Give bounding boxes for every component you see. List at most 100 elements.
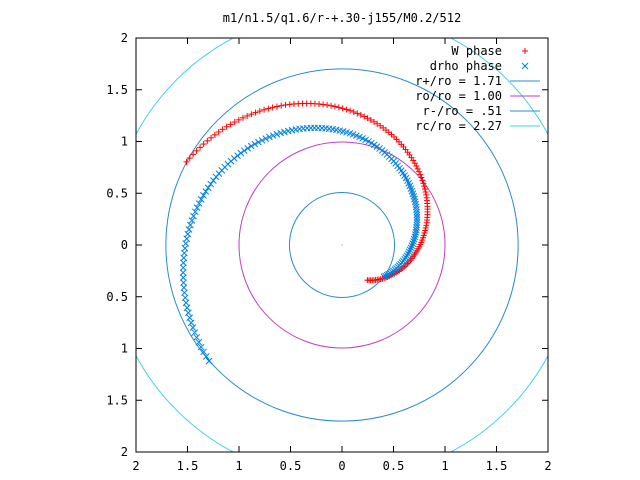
legend-label: r+/ro = 1.71 bbox=[415, 74, 502, 88]
drho-phase-point bbox=[413, 221, 421, 229]
x-tick-label: 1.5 bbox=[486, 459, 508, 473]
drho-phase-point bbox=[413, 216, 421, 224]
drho-phase-point bbox=[187, 319, 195, 327]
drho-phase-point bbox=[332, 126, 340, 134]
drho-phase-point bbox=[410, 193, 418, 200]
drho-phase-point bbox=[269, 132, 277, 139]
drho-phase-point bbox=[412, 200, 420, 208]
drho-phase-point bbox=[182, 299, 190, 307]
drho-phase-point bbox=[184, 230, 192, 238]
drho-phase-point bbox=[284, 127, 292, 135]
drho-phase-point bbox=[353, 132, 360, 140]
drho-phase-point bbox=[413, 224, 420, 231]
drho-phase-point bbox=[404, 250, 412, 258]
drho-phase-point bbox=[329, 125, 337, 133]
drho-phase-point bbox=[411, 233, 419, 241]
drho-phase-point bbox=[190, 212, 197, 220]
drho-phase-point bbox=[373, 143, 381, 150]
drho-phase-point bbox=[410, 238, 417, 245]
drho-phase-point bbox=[411, 195, 418, 203]
drho-phase-point bbox=[362, 136, 369, 144]
plot-area bbox=[136, 38, 548, 452]
drho-phase-point bbox=[202, 188, 210, 195]
drho-phase-point bbox=[258, 136, 266, 144]
drho-phase-point bbox=[197, 343, 205, 351]
legend-label: ro/ro = 1.00 bbox=[415, 89, 502, 103]
drho-phase-point bbox=[412, 203, 420, 211]
circle-series-2 bbox=[288, 191, 396, 299]
drho-phase-point bbox=[368, 139, 375, 147]
drho-phase-point bbox=[406, 182, 414, 190]
drho-phase-point bbox=[356, 133, 363, 141]
drho-phase-point bbox=[193, 334, 201, 341]
y-tick-label: 0.5 bbox=[106, 290, 128, 304]
chart-title: m1/n1.5/q1.6/r-+.30-j155/M0.2/512 bbox=[223, 11, 461, 25]
drho-phase-point bbox=[413, 213, 421, 221]
drho-phase-point bbox=[407, 185, 415, 192]
drho-phase-point bbox=[200, 348, 208, 356]
drho-phase-point bbox=[376, 145, 383, 152]
y-axis: 2 1.5 1 0.5 0 0.5 1 1.5 2 bbox=[106, 31, 548, 459]
drho-phase-point bbox=[205, 357, 213, 365]
drho-phase-point bbox=[402, 174, 410, 182]
drho-phase-point bbox=[251, 140, 259, 148]
drho-phase-point bbox=[180, 254, 188, 262]
x-tick-label: 0.5 bbox=[383, 459, 405, 473]
series-w-phase bbox=[183, 100, 431, 284]
legend-label: W phase bbox=[451, 44, 502, 58]
y-tick-label: 2 bbox=[121, 445, 128, 459]
x-tick-label: 0 bbox=[338, 459, 345, 473]
drho-phase-point bbox=[370, 141, 378, 149]
drho-phase-point bbox=[200, 192, 207, 199]
y-tick-label: 1.5 bbox=[106, 393, 128, 407]
drho-phase-point bbox=[403, 252, 411, 260]
legend-label: drho phase bbox=[430, 59, 502, 73]
drho-phase-point bbox=[185, 226, 193, 233]
drho-phase-point bbox=[193, 204, 201, 211]
drho-phase-point bbox=[339, 128, 347, 135]
x-tick-label: 2 bbox=[132, 459, 139, 473]
drho-phase-point bbox=[179, 269, 187, 277]
drho-phase-point bbox=[413, 219, 421, 226]
y-tick-label: 0.5 bbox=[106, 186, 128, 200]
drho-phase-point bbox=[266, 133, 273, 141]
drho-phase-point bbox=[273, 130, 281, 138]
circle-series-0 bbox=[165, 68, 519, 422]
drho-phase-point bbox=[359, 135, 366, 142]
drho-phase-point bbox=[195, 338, 203, 346]
drho-phase-point bbox=[188, 217, 196, 224]
drho-phase-point bbox=[406, 246, 414, 254]
y-tick-label: 1 bbox=[121, 342, 128, 356]
drho-phase-point bbox=[179, 274, 187, 281]
x-tick-label: 1 bbox=[441, 459, 448, 473]
drho-phase-point bbox=[202, 353, 210, 360]
drho-phase-point bbox=[210, 177, 217, 184]
drho-phase-point bbox=[247, 142, 255, 150]
drho-phase-point bbox=[180, 259, 187, 267]
drho-phase-point bbox=[277, 129, 285, 137]
drho-phase-point bbox=[346, 129, 354, 137]
y-tick-label: 1.5 bbox=[106, 83, 128, 97]
x-tick-label: 0.5 bbox=[280, 459, 302, 473]
y-tick-label: 1 bbox=[121, 135, 128, 149]
y-tick-label: 0 bbox=[121, 238, 128, 252]
drho-phase-point bbox=[365, 138, 372, 145]
x-tick-label: 2 bbox=[544, 459, 551, 473]
drho-phase-point bbox=[179, 264, 187, 272]
drho-phase-point bbox=[183, 304, 191, 312]
drho-phase-point bbox=[409, 240, 417, 247]
drho-phase-point bbox=[180, 249, 188, 257]
drho-phase-point bbox=[336, 127, 344, 134]
drho-phase-point bbox=[183, 235, 191, 243]
drho-phase-point bbox=[412, 228, 420, 236]
drho-phase-point bbox=[409, 190, 417, 198]
origin-dot bbox=[341, 244, 343, 246]
drho-phase-point bbox=[255, 138, 262, 146]
drho-phase-point bbox=[405, 248, 413, 256]
drho-phase-point bbox=[404, 177, 411, 185]
drho-phase-point bbox=[244, 145, 252, 152]
drho-phase-point bbox=[412, 226, 420, 234]
circle-series-1 bbox=[238, 141, 446, 349]
